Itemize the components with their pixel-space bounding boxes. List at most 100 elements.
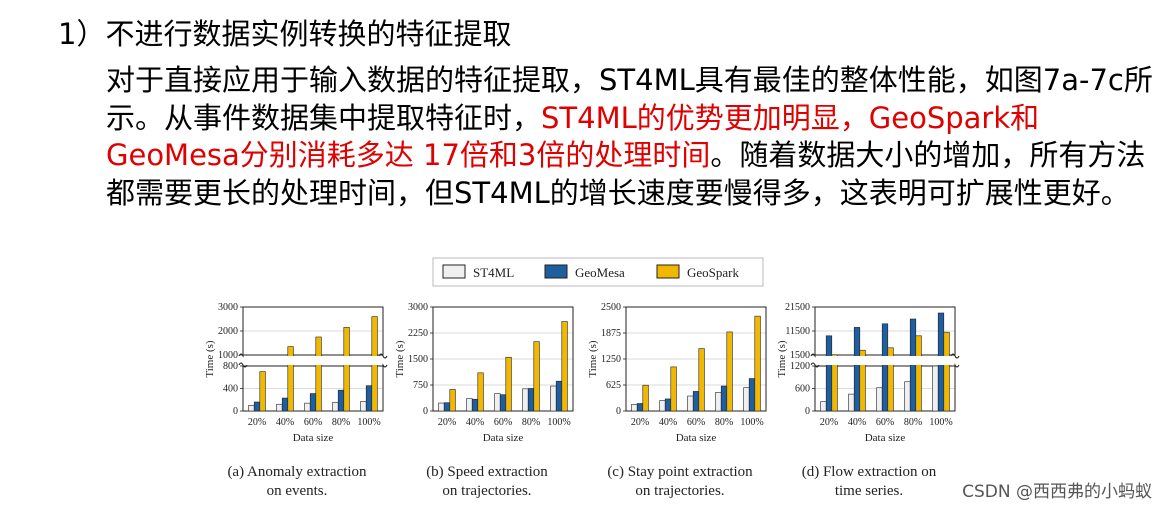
bar-geomesa — [636, 403, 644, 412]
legend-label-geospark: GeoSpark — [687, 265, 739, 280]
bar-st4ml — [522, 388, 529, 412]
paragraph-text-1: 对于直接应用于输入数据的特征提取，ST4ML具有最佳的整体性能，如图7a-7c所… — [106, 63, 1153, 135]
y-tick-label: 1500 — [790, 350, 810, 361]
axis-break-gap — [815, 356, 955, 365]
chart-b: 0 750 1500 2250 3000 20% 40% 60% 80% 100% Data siz… — [394, 302, 574, 499]
bar-geospark — [831, 354, 838, 412]
y-tick-label: 0 — [423, 406, 428, 417]
bar-st4ml — [304, 402, 311, 412]
y-axis-title: Time (s) — [394, 340, 406, 378]
legend: ST4ML GeoMesa GeoSpark — [432, 257, 764, 287]
y-tick-label: 2500 — [601, 302, 621, 313]
bar-geomesa — [881, 323, 889, 412]
bar-geomesa — [555, 380, 563, 412]
y-tick-label: 0 — [616, 406, 621, 417]
x-tick-label: 20% — [820, 417, 838, 428]
x-tick-label: 40% — [848, 417, 866, 428]
bar-st4ml — [438, 402, 445, 412]
bar-geomesa — [337, 389, 345, 412]
body-paragraph: 对于直接应用于输入数据的特征提取，ST4ML具有最佳的整体性能，如图7a-7c所… — [106, 62, 1156, 212]
y-axis-title: Time (s) — [587, 340, 599, 378]
bar-geomesa — [853, 327, 861, 412]
bar-geomesa — [527, 388, 535, 412]
x-tick-label: 40% — [466, 417, 484, 428]
x-tick-label: 100% — [357, 417, 380, 428]
y-tick-label: 11500 — [785, 326, 810, 337]
x-tick-label: 60% — [304, 417, 322, 428]
bar-geospark — [287, 346, 294, 412]
y-tick-label: 0 — [805, 406, 810, 417]
bar-geospark — [449, 389, 456, 412]
bar-geospark — [887, 347, 894, 412]
x-tick-label: 100% — [740, 417, 763, 428]
x-tick-label: 100% — [547, 417, 570, 428]
x-axis-title: Data size — [483, 432, 524, 444]
y-tick-label: 625 — [606, 380, 621, 391]
bar-geospark — [477, 372, 484, 412]
legend-swatch-geomesa — [544, 264, 568, 279]
bar-geospark — [726, 331, 733, 412]
bar-st4ml — [332, 401, 339, 412]
bar-st4ml — [876, 387, 883, 412]
bar-geospark — [505, 356, 512, 412]
y-axis-title: Time (s) — [776, 340, 788, 378]
x-axis-title: Data size — [865, 432, 906, 444]
y-axis-title: Time (s) — [204, 340, 216, 378]
y-tick-label: 600 — [795, 384, 810, 395]
bar-st4ml — [904, 381, 911, 412]
bar-st4ml — [820, 401, 827, 412]
bar-st4ml — [248, 405, 255, 412]
bar-geomesa — [365, 385, 373, 412]
x-tick-label: 80% — [332, 417, 350, 428]
bar-geomesa — [692, 391, 700, 412]
legend-box — [432, 257, 764, 287]
caption-line-1: (c) Stay point extraction — [607, 464, 753, 480]
y-tick-label: 3000 — [218, 302, 238, 313]
y-tick-label: 1000 — [218, 350, 238, 361]
section-heading: 1）不进行数据实例转换的特征提取 — [58, 17, 512, 51]
bar-geomesa — [720, 385, 728, 412]
bar-geomesa — [748, 378, 756, 412]
x-tick-label: 100% — [929, 417, 952, 428]
bar-geomesa — [253, 401, 261, 412]
plot-frame-upper — [242, 306, 384, 356]
bar-geospark — [533, 341, 540, 412]
paragraph-highlight: ST4ML的优势更加明显，GeoSpark和GeoMesa分别消耗多达 17倍和… — [106, 100, 1040, 173]
y-tick-label: 0 — [233, 406, 238, 417]
x-tick-label: 40% — [659, 417, 677, 428]
bar-st4ml — [659, 400, 666, 412]
y-tick-label: 400 — [223, 384, 238, 395]
y-tick-label: 1200 — [790, 361, 810, 372]
bar-st4ml — [276, 403, 283, 412]
bar-st4ml — [715, 391, 722, 412]
bar-st4ml — [360, 401, 367, 412]
x-tick-label: 80% — [904, 417, 922, 428]
axis-break-gap — [243, 356, 383, 365]
bar-geospark — [259, 371, 266, 412]
bar-geomesa — [281, 397, 289, 412]
x-axis-title: Data size — [676, 432, 717, 444]
bar-geomesa — [443, 402, 451, 412]
caption-line-2: on trajectories. — [442, 483, 531, 499]
x-tick-label: 40% — [276, 417, 294, 428]
x-tick-label: 20% — [248, 417, 266, 428]
x-tick-label: 80% — [715, 417, 733, 428]
bar-geospark — [670, 366, 677, 412]
y-tick-label: 2250 — [408, 328, 428, 339]
caption-line-1: (d) Flow extraction on — [802, 464, 937, 480]
bar-st4ml — [932, 365, 939, 412]
bar-geospark — [754, 315, 761, 412]
x-tick-label: 20% — [438, 417, 456, 428]
bar-geospark — [915, 335, 922, 412]
chart-c: 0 625 1250 1875 2500 20% 40% 60% 80% 100% Data siz… — [587, 302, 767, 499]
caption-line-1: (b) Speed extraction — [426, 464, 548, 480]
legend-swatch-st4ml — [442, 264, 466, 279]
legend-label-geomesa: GeoMesa — [575, 265, 625, 280]
bar-geospark — [698, 348, 705, 412]
caption-line-1: (a) Anomaly extraction — [227, 464, 367, 480]
bar-geospark — [561, 321, 568, 412]
bar-st4ml — [687, 395, 694, 412]
paragraph-text-2: 。随着数据大小的增加，所有方法都需要更长的处理时间，但ST4ML的增长速度要慢得… — [106, 138, 1146, 210]
